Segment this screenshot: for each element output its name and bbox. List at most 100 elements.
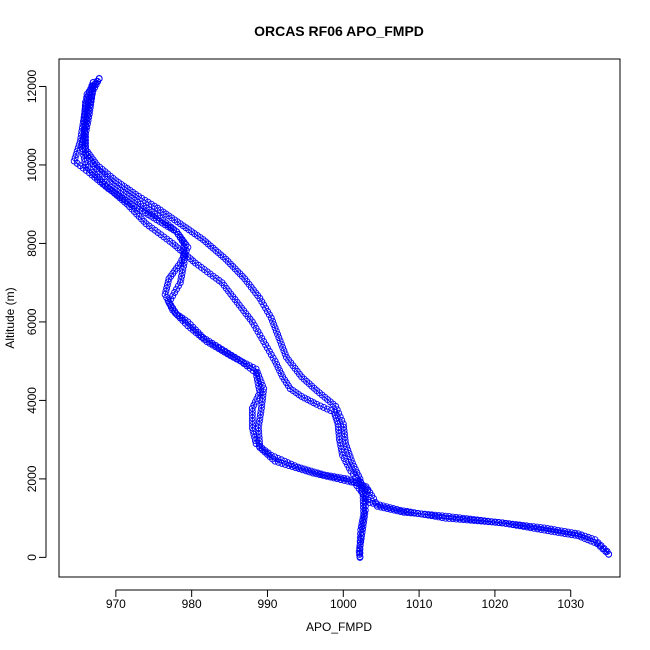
- data-point: [292, 464, 300, 472]
- data-point: [255, 421, 263, 429]
- data-point: [81, 108, 89, 116]
- x-tick-label: 1030: [557, 597, 584, 611]
- data-point: [386, 504, 394, 512]
- data-point: [544, 527, 552, 535]
- data-point: [178, 269, 186, 277]
- data-point: [561, 530, 569, 537]
- data-point: [345, 449, 353, 457]
- data-point: [265, 347, 273, 355]
- y-tick-label: 12000: [25, 69, 39, 103]
- data-point: [355, 472, 362, 480]
- data-point: [509, 521, 517, 529]
- data-point: [484, 518, 492, 526]
- data-point: [142, 220, 150, 228]
- data-point: [340, 476, 348, 484]
- y-tick-label: 10000: [25, 148, 39, 182]
- data-point: [358, 488, 366, 495]
- data-point: [564, 530, 572, 538]
- data-point: [259, 388, 267, 396]
- data-point: [344, 446, 352, 454]
- data-point: [269, 354, 277, 362]
- data-point: [280, 347, 288, 355]
- y-tick-label: 0: [25, 554, 39, 561]
- data-point: [176, 279, 184, 287]
- data-point: [376, 501, 384, 509]
- data-point: [541, 526, 548, 534]
- data-point: [449, 515, 457, 523]
- data-point: [258, 381, 266, 389]
- data-point: [74, 144, 82, 152]
- data-point: [257, 404, 265, 412]
- data-point: [255, 427, 263, 435]
- data-point: [248, 404, 256, 412]
- series-0: [78, 75, 371, 561]
- data-point: [309, 469, 317, 477]
- data-point: [259, 395, 266, 402]
- data-point: [554, 528, 562, 536]
- data-point: [463, 516, 471, 524]
- data-point: [258, 398, 266, 406]
- data-point: [274, 364, 282, 371]
- data-point: [335, 409, 343, 417]
- data-point: [396, 506, 404, 514]
- data-point: [137, 215, 145, 223]
- data-point: [84, 92, 92, 100]
- data-point: [248, 411, 256, 419]
- data-point: [255, 434, 263, 442]
- data-point: [163, 281, 171, 289]
- data-point: [481, 517, 489, 525]
- data-point: [359, 491, 367, 499]
- data-point: [275, 458, 282, 466]
- data-point: [236, 357, 244, 365]
- data-point: [340, 423, 348, 431]
- y-tick-label: 6000: [25, 308, 39, 335]
- data-point: [459, 516, 467, 524]
- data-point: [222, 255, 230, 263]
- data-point: [81, 142, 89, 150]
- data-point: [513, 521, 520, 529]
- data-point: [254, 424, 262, 432]
- data-point: [357, 523, 365, 531]
- data-point: [383, 503, 391, 511]
- data-point: [163, 284, 171, 292]
- data-point: [229, 263, 237, 270]
- data-point: [80, 128, 88, 136]
- data-point: [264, 344, 271, 352]
- data-point: [414, 509, 422, 517]
- data-point: [359, 500, 367, 508]
- data-point: [179, 266, 187, 274]
- data-point: [403, 508, 411, 515]
- data-point: [333, 406, 341, 414]
- data-point: [558, 529, 565, 537]
- data-point: [593, 540, 601, 548]
- plot-frame: [58, 58, 621, 578]
- data-point: [389, 505, 397, 512]
- data-point: [248, 408, 256, 415]
- data-point: [285, 462, 293, 469]
- data-point: [333, 475, 341, 483]
- data-point: [356, 534, 364, 542]
- data-point: [431, 512, 439, 520]
- data-point: [81, 132, 89, 140]
- data-point: [358, 520, 366, 528]
- data-point: [267, 351, 275, 359]
- data-point: [336, 413, 344, 421]
- data-point: [83, 95, 91, 103]
- data-point: [356, 545, 364, 553]
- data-point: [259, 391, 267, 399]
- data-point: [360, 510, 368, 518]
- data-point: [238, 272, 246, 280]
- data-point: [445, 513, 453, 521]
- data-point: [135, 213, 143, 220]
- data-point: [356, 549, 364, 557]
- data-point: [271, 357, 279, 365]
- data-point: [340, 430, 348, 438]
- data-point: [140, 217, 148, 225]
- data-point: [278, 459, 286, 467]
- data-point: [85, 88, 93, 96]
- data-point: [89, 79, 97, 87]
- data-point: [477, 517, 485, 525]
- data-point: [547, 527, 555, 535]
- data-point: [578, 533, 585, 541]
- data-point: [252, 325, 260, 332]
